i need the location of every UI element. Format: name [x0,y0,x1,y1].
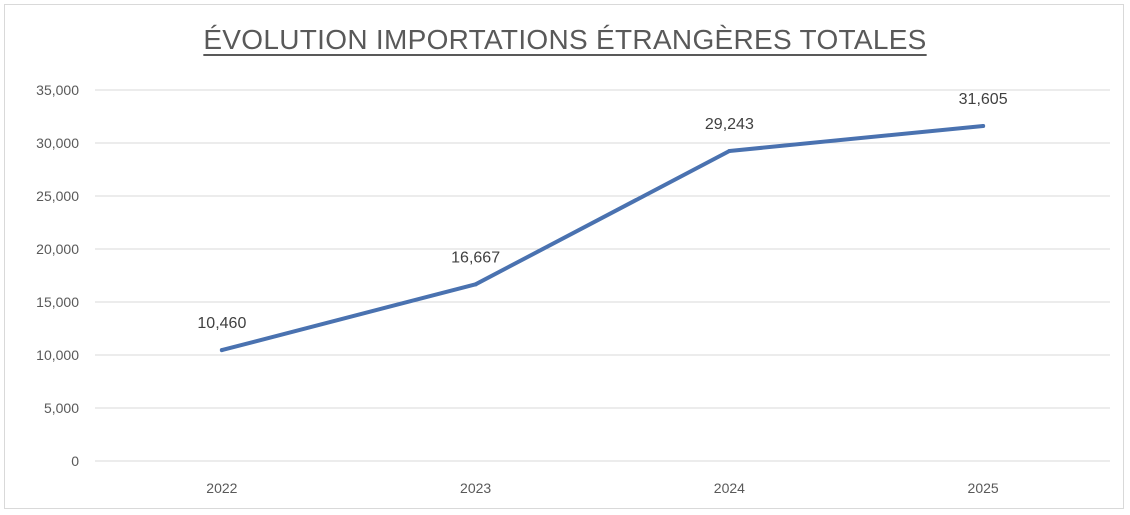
x-tick-label: 2023 [460,480,491,496]
chart-area [4,4,1124,509]
data-point [727,149,732,154]
series-line-layer [219,123,986,353]
data-point [981,123,986,128]
x-tick-label: 2022 [206,480,237,496]
data-label-layer: 10,460 16,667 29,243 31,605 [197,91,1007,332]
y-tick-label: 5,000 [44,400,79,416]
y-tick-label: 20,000 [36,241,79,257]
x-tick-label: 2024 [714,480,745,496]
gridlines [95,89,1110,462]
y-tick-label: 25,000 [36,188,79,204]
chart-title: ÉVOLUTION IMPORTATIONS ÉTRANGÈRES TOTALE… [0,24,1130,56]
chart-title-text: ÉVOLUTION IMPORTATIONS ÉTRANGÈRES TOTALE… [203,24,927,55]
y-tick-label: 10,000 [36,347,79,363]
data-point [473,282,478,287]
data-label: 10,460 [197,315,246,332]
y-tick-label: 0 [71,453,79,469]
series-line [219,124,986,353]
y-tick-label: 15,000 [36,294,79,310]
data-point [219,348,224,353]
x-tick-label: 2025 [968,480,999,496]
x-axis-tick-labels: 2022 2023 2024 2025 [206,480,999,496]
y-tick-label: 30,000 [36,135,79,151]
y-axis-tick-labels: 0 5,000 10,000 15,000 20,000 25,000 30,000 35,0… [36,82,79,469]
data-label: 29,243 [705,116,754,133]
data-label: 16,667 [451,249,500,266]
y-tick-label: 35,000 [36,82,79,98]
data-label: 31,605 [959,91,1008,108]
